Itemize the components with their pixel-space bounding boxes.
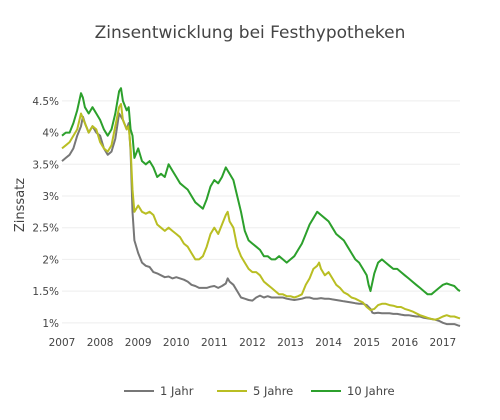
legend-label: 1 Jahr [160, 384, 194, 398]
x-tick-label: 2007 [49, 337, 76, 349]
x-tick-label: 2010 [163, 337, 190, 349]
y-tick-label: 4% [42, 128, 59, 140]
x-tick-label: 2014 [315, 337, 342, 349]
y-tick-label: 3% [42, 191, 59, 203]
legend: 1 Jahr 5 Jahre 10 Jahre [124, 384, 395, 398]
y-tick-label: 4.5% [32, 96, 59, 108]
series-line-0 [61, 112, 461, 327]
x-tick-label: 2015 [353, 337, 380, 349]
y-tick-label: 1% [42, 318, 59, 330]
x-tick-label: 2012 [239, 337, 266, 349]
legend-label: 10 Jahre [347, 384, 395, 398]
series-line-1 [61, 103, 461, 321]
y-tick-label: 2% [42, 254, 59, 266]
legend-label: 5 Jahre [253, 384, 293, 398]
x-tick-label: 2017 [429, 337, 456, 349]
y-tick-label: 1.5% [32, 286, 59, 298]
y-axis-ticks: 1% 1.5% 2% 2.5% 3% 3.5% 4% 4.5% [32, 96, 59, 330]
x-tick-label: 2011 [201, 337, 228, 349]
x-axis-ticks: 2007 2008 2009 2010 2011 2012 2013 2014 2015 2016… [49, 337, 457, 349]
chart-title: Zinsentwicklung bei Festhypotheken [95, 23, 406, 43]
series-lines [61, 87, 461, 327]
x-tick-label: 2009 [125, 337, 152, 349]
y-axis-label: Zinssatz [13, 178, 28, 232]
y-tick-label: 2.5% [32, 223, 59, 235]
grid-lines [62, 100, 460, 324]
y-tick-label: 3.5% [32, 159, 59, 171]
series-line-2 [61, 87, 461, 296]
x-tick-label: 2008 [87, 337, 114, 349]
x-tick-label: 2013 [277, 337, 304, 349]
x-tick-label: 2016 [391, 337, 418, 349]
